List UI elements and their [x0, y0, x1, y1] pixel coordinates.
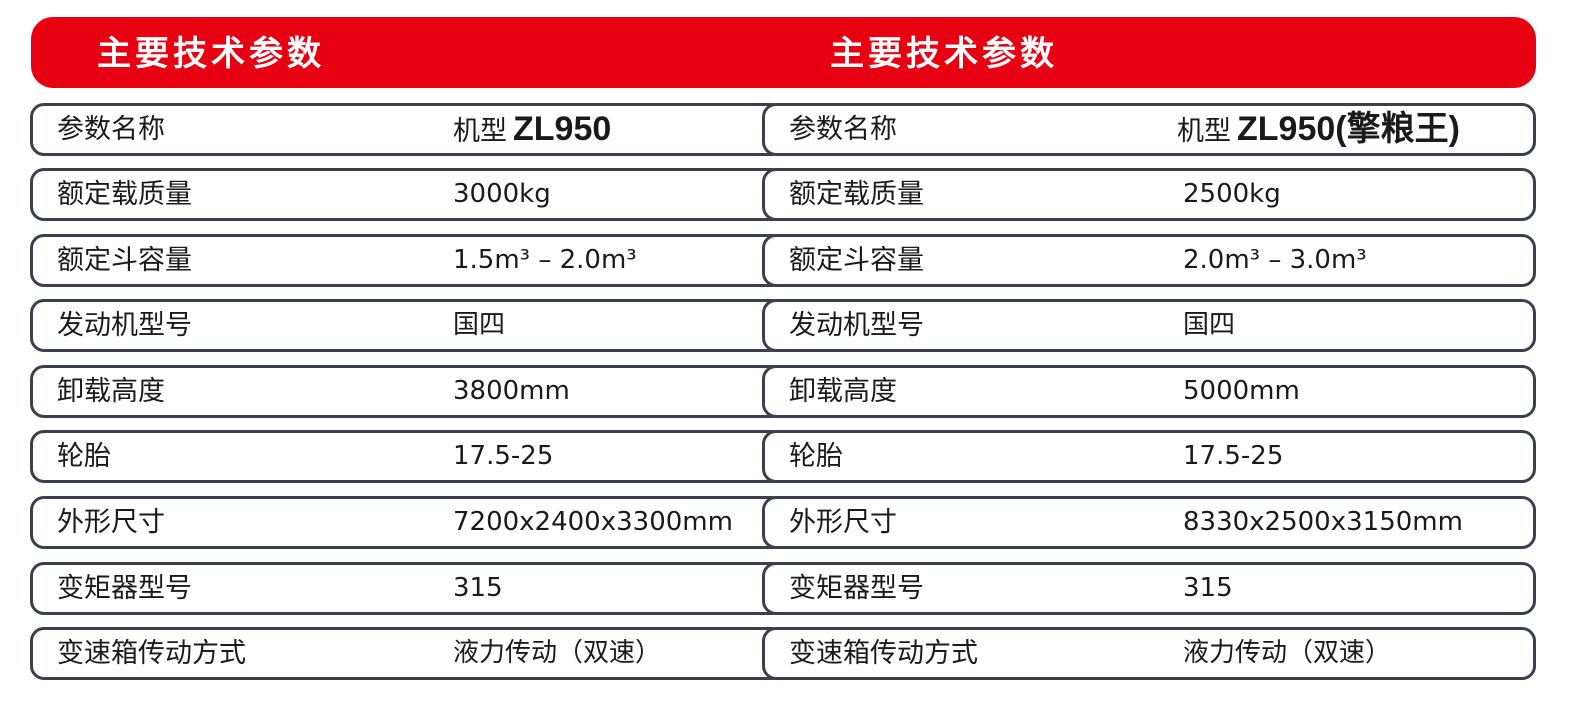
spec-label: 变矩器型号 — [789, 573, 924, 604]
right-spec-row: 变速箱传动方式 液力传动（双速） — [762, 627, 1536, 680]
spec-value: 17.5-25 — [1183, 441, 1284, 471]
spec-value: 液力传动（双速） — [1183, 638, 1392, 668]
spec-value: 315 — [1183, 573, 1233, 603]
header-bar — [31, 17, 1536, 88]
spec-value: 国四 — [1183, 310, 1236, 340]
spec-value: 1.5m³ – 2.0m³ — [453, 245, 637, 275]
spec-label: 额定斗容量 — [789, 245, 924, 276]
left-section-title: 主要技术参数 — [97, 34, 325, 74]
spec-value: 17.5-25 — [453, 441, 554, 471]
right-spec-row: 外形尺寸 8330x2500x3150mm — [762, 496, 1536, 549]
left-spec-row: 变矩器型号 315 — [30, 562, 786, 615]
model-prefix: 机型 — [1177, 116, 1231, 147]
spec-label: 额定载质量 — [789, 179, 924, 210]
left-spec-row: 额定斗容量 1.5m³ – 2.0m³ — [30, 234, 786, 287]
spec-label: 轮胎 — [789, 441, 843, 472]
spec-label: 外形尺寸 — [57, 507, 165, 538]
right-spec-row: 轮胎 17.5-25 — [762, 430, 1536, 483]
left-spec-row: 额定载质量 3000kg — [30, 168, 786, 221]
right-section-title: 主要技术参数 — [830, 34, 1058, 74]
model-name: 机型 ZL950(擎粮王) — [1177, 106, 1460, 155]
spec-value: 5000mm — [1183, 376, 1300, 406]
spec-label: 变速箱传动方式 — [57, 638, 246, 669]
left-spec-row: 轮胎 17.5-25 — [30, 430, 786, 483]
model-name: 机型 ZL950 — [453, 106, 611, 155]
left-spec-row: 外形尺寸 7200x2400x3300mm — [30, 496, 786, 549]
spec-label: 轮胎 — [57, 441, 111, 472]
spec-label: 卸载高度 — [789, 376, 897, 407]
right-spec-row: 参数名称 机型 ZL950(擎粮王) — [762, 103, 1536, 156]
spec-value: 国四 — [453, 310, 506, 340]
model-code: ZL950 — [513, 110, 612, 148]
spec-label: 卸载高度 — [57, 376, 165, 407]
spec-value: 315 — [453, 573, 503, 603]
spec-label: 额定斗容量 — [57, 245, 192, 276]
right-spec-row: 变矩器型号 315 — [762, 562, 1536, 615]
right-spec-row: 发动机型号 国四 — [762, 299, 1536, 352]
spec-label: 外形尺寸 — [789, 507, 897, 538]
right-spec-row: 额定斗容量 2.0m³ – 3.0m³ — [762, 234, 1536, 287]
spec-value: 3800mm — [453, 376, 570, 406]
model-prefix: 机型 — [453, 116, 507, 147]
spec-label: 变速箱传动方式 — [789, 638, 978, 669]
spec-label: 变矩器型号 — [57, 573, 192, 604]
spec-value: 2.0m³ – 3.0m³ — [1183, 245, 1367, 275]
model-code: ZL950(擎粮王) — [1237, 110, 1460, 148]
left-spec-row: 发动机型号 国四 — [30, 299, 786, 352]
left-spec-row: 参数名称 机型 ZL950 — [30, 103, 786, 156]
spec-label: 参数名称 — [57, 114, 165, 145]
spec-label: 参数名称 — [789, 114, 897, 145]
right-spec-row: 额定载质量 2500kg — [762, 168, 1536, 221]
spec-value: 3000kg — [453, 179, 551, 209]
right-spec-row: 卸载高度 5000mm — [762, 365, 1536, 418]
spec-label: 发动机型号 — [57, 310, 192, 341]
spec-value: 2500kg — [1183, 179, 1281, 209]
left-spec-row: 卸载高度 3800mm — [30, 365, 786, 418]
spec-label: 额定载质量 — [57, 179, 192, 210]
spec-value: 液力传动（双速） — [453, 638, 662, 668]
spec-label: 发动机型号 — [789, 310, 924, 341]
left-spec-row: 变速箱传动方式 液力传动（双速） — [30, 627, 786, 680]
spec-value: 8330x2500x3150mm — [1183, 507, 1463, 537]
spec-value: 7200x2400x3300mm — [453, 507, 733, 537]
